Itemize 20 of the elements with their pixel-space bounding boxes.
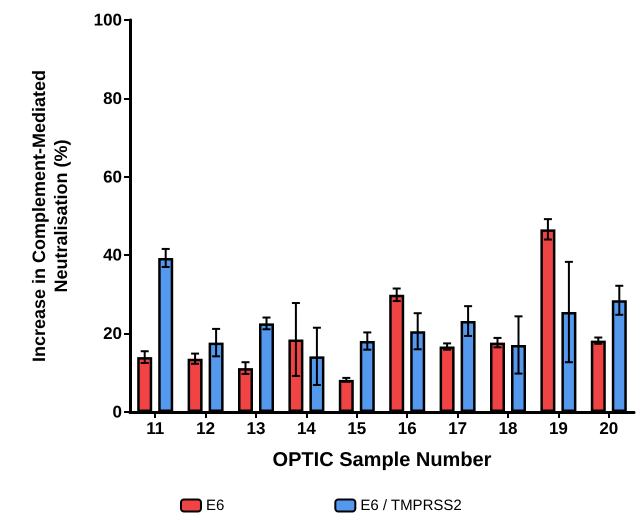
x-tick-label: 19 bbox=[548, 419, 568, 438]
x-tick-label: 17 bbox=[448, 419, 468, 438]
x-tick-label: 11 bbox=[146, 419, 164, 438]
x-tick-label: 20 bbox=[599, 419, 618, 438]
x-tick-label: 18 bbox=[498, 419, 518, 438]
x-tick-label: 16 bbox=[398, 419, 417, 438]
y-tick-label: 100 bbox=[94, 10, 122, 30]
y-tick-label: 80 bbox=[103, 88, 122, 108]
y-tick-label: 20 bbox=[103, 324, 122, 344]
y-tick-label: 60 bbox=[103, 167, 122, 186]
x-axis-title: OPTIC Sample Number bbox=[272, 449, 492, 471]
y-tick-label: 40 bbox=[103, 246, 122, 265]
y-axis-title: Increase in Complement-Mediated Neutralisation (%) bbox=[29, 70, 71, 362]
x-tick-label: 15 bbox=[347, 419, 366, 438]
legend-label: E6 bbox=[206, 497, 224, 514]
x-tick-label: 12 bbox=[196, 419, 216, 438]
legend-label: E6 / TMPRSS2 bbox=[360, 497, 462, 514]
y-tick-label: 0 bbox=[112, 402, 122, 422]
x-tick-label: 13 bbox=[246, 419, 266, 438]
x-tick-label: 14 bbox=[296, 419, 316, 438]
